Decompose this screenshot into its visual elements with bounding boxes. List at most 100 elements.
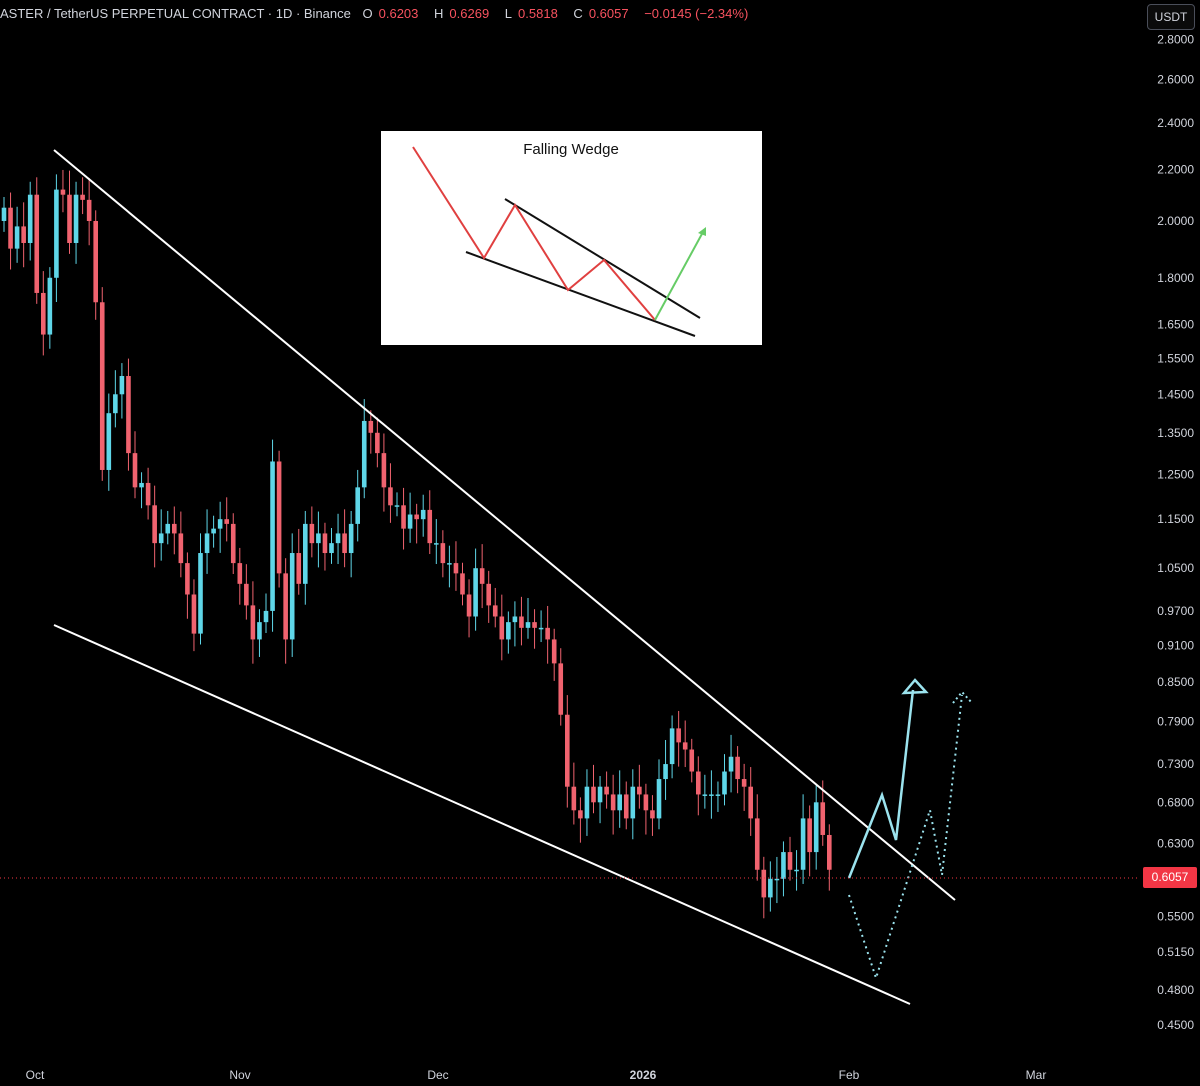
candle-body [119,376,125,395]
candle-body [453,563,459,574]
candle-body [335,533,341,544]
candle-body [139,482,144,488]
candle-body [787,852,793,870]
wedge-price-path [412,146,656,321]
price-tick-label: 1.3500 [1157,426,1194,440]
close-label: C [573,6,583,21]
candle-body [434,543,439,545]
candle-body [473,568,478,617]
price-tick-label: 0.7300 [1157,757,1194,771]
candle-body [512,616,518,623]
candle-body [375,432,380,454]
candle-body [682,742,688,750]
candle-body [689,749,695,772]
low-label: L [504,6,513,21]
candle-body [303,523,308,584]
candle-body [1,207,7,221]
candle-body [329,543,334,554]
price-tick-label: 2.4000 [1157,116,1194,130]
candle-body [407,514,413,529]
bullish-projection[interactable] [847,689,915,879]
price-tick-label: 1.4500 [1157,387,1194,401]
candle-body [669,728,675,765]
candle-body [276,461,282,574]
candle-body [185,563,190,595]
candle-body [191,594,197,634]
candle-body [86,199,92,221]
symbol-title[interactable]: ASTER / TetherUS PERPETUAL CONTRACT · 1D… [0,6,351,21]
candle-body [204,533,210,554]
candle-body [178,533,184,564]
candle-body [754,818,760,870]
candle-body [250,605,256,640]
alternate-projection[interactable] [848,694,963,982]
candle-body [728,756,734,772]
price-tick-label: 1.1500 [1157,512,1194,526]
candle-body [244,583,249,606]
last-price-tag: 0.6057 [1143,867,1197,888]
candle-body [388,487,393,506]
candle-body [414,514,419,520]
candle-body [827,834,832,870]
candle-body [807,818,812,853]
price-tick-label: 2.0000 [1157,214,1194,228]
candle-body [604,786,609,795]
price-tick-label: 0.5150 [1157,945,1194,959]
candle-body [499,616,505,640]
candle-body [551,639,557,664]
candle-body [486,583,491,606]
open-label: O [362,6,373,21]
lower-trendline[interactable] [53,624,911,1005]
candle-body [152,505,157,544]
candle-body [637,786,642,795]
price-tick-label: 0.9100 [1157,638,1194,652]
candle-body [198,553,203,634]
upper-trendline[interactable] [53,149,956,901]
candle-body [47,277,53,335]
candle-body [460,573,465,595]
time-tick-label: Mar [1026,1068,1047,1082]
price-tick-label: 0.4500 [1157,1018,1194,1032]
time-tick-label: Feb [839,1068,860,1082]
candle-body [617,794,622,811]
time-tick-label: Dec [427,1068,448,1082]
candle-body [610,794,616,811]
candle-body [630,786,636,819]
candle-body [8,207,13,249]
price-tick-label: 1.5500 [1157,351,1194,365]
candle-body [54,189,59,278]
candle-body [538,627,544,630]
currency-button[interactable]: USDT [1147,4,1195,30]
arrow-up-icon [698,227,706,236]
falling-wedge-inset: Falling Wedge [381,131,762,345]
price-tick-label: 2.6000 [1157,73,1194,87]
candle-body [99,302,105,470]
wedge-upper-line [504,198,701,319]
candle-body [466,594,472,617]
price-tick-label: 0.7900 [1157,715,1194,729]
candle-body [322,533,328,554]
candle-body [296,553,302,584]
candle-body [702,794,708,796]
candle-body [21,226,26,243]
candle-body [93,221,98,303]
candle-body [709,794,714,796]
candle-body [257,622,262,640]
candle-body [113,394,118,414]
candle-body [263,610,269,623]
candle-body [270,461,275,611]
price-tick-label: 1.2500 [1157,467,1194,481]
candle-body [676,728,681,743]
time-tick-label: 2026 [630,1068,657,1082]
wedge-breakout-line [654,231,704,321]
arrow-up-icon [952,690,973,704]
candle-body [440,543,446,564]
high-value: 0.6269 [449,6,490,21]
candle-body [73,194,79,243]
price-tick-label: 2.2000 [1157,163,1194,177]
price-tick-label: 1.6500 [1157,318,1194,332]
candle-body [316,533,321,544]
high-label: H [434,6,444,21]
candle-body [342,533,347,554]
candle-body [735,756,740,780]
